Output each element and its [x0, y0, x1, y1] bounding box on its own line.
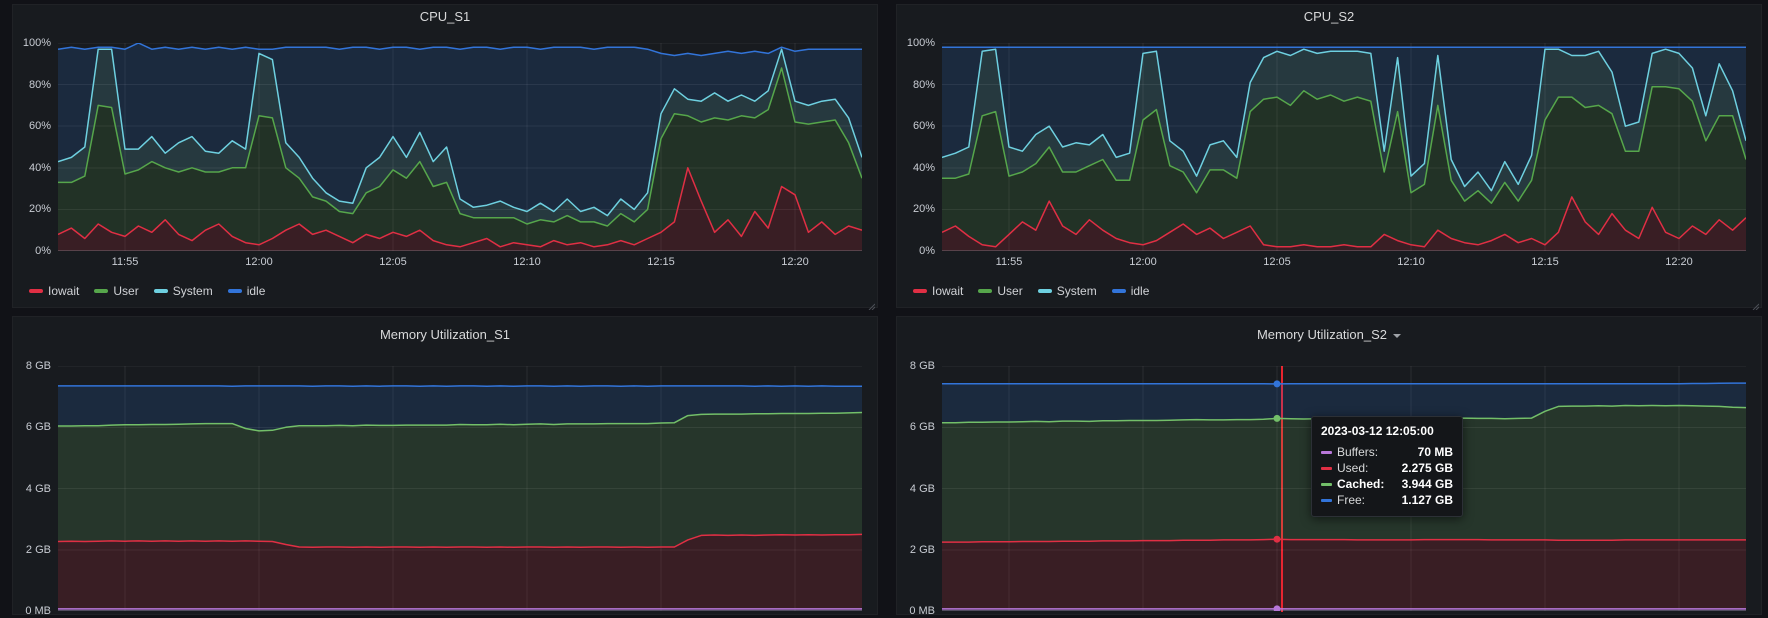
x-axis-label: 12:10: [502, 256, 552, 268]
x-axis-label: 12:00: [1118, 256, 1168, 268]
y-axis-label: 8 GB: [13, 360, 51, 373]
legend-series-swatch: [228, 289, 242, 293]
chevron-down-icon[interactable]: [1393, 334, 1401, 338]
y-axis-label: 100%: [897, 37, 935, 50]
legend-item-system[interactable]: System: [154, 284, 213, 298]
y-axis-label: 60%: [897, 120, 935, 133]
tooltip-row-free: Free: 1.127 GB: [1321, 492, 1453, 508]
tooltip-row-used: Used: 2.275 GB: [1321, 460, 1453, 476]
buffers-series-swatch: [1321, 451, 1332, 454]
panel-title-cpu-s1[interactable]: CPU_S1: [13, 9, 877, 24]
panel-memory-s2: Memory Utilization_S2 2023-03-12 12:05:0…: [896, 316, 1762, 615]
legend-item-user[interactable]: User: [978, 284, 1022, 298]
y-axis-label: 20%: [13, 203, 51, 216]
y-axis-label: 2 GB: [13, 544, 51, 557]
x-axis-label: 12:05: [1252, 256, 1302, 268]
x-axis-label: 12:05: [368, 256, 418, 268]
legend: Iowait User System idle: [29, 284, 265, 298]
y-axis-label: 2 GB: [897, 544, 935, 557]
used-series-swatch: [1321, 467, 1332, 470]
chart-cpu-s1[interactable]: [58, 43, 862, 251]
x-axis-label: 11:55: [100, 256, 150, 268]
legend-series-label: System: [1057, 284, 1097, 298]
y-axis-label: 100%: [13, 37, 51, 50]
panel-title-text: Memory Utilization_S2: [1257, 327, 1387, 342]
legend-series-label: Iowait: [48, 284, 79, 298]
panel-title-cpu-s2[interactable]: CPU_S2: [897, 9, 1761, 24]
legend-item-idle[interactable]: idle: [228, 284, 266, 298]
panel-memory-s1: Memory Utilization_S1 8 GB 6 GB 4 GB 2 GB 0 …: [12, 316, 878, 615]
legend-series-label: idle: [1131, 284, 1150, 298]
free-series-swatch: [1321, 499, 1332, 502]
panel-cpu-s2: CPU_S2 100% 80% 60% 40% 20% 0% 11:55 12:00 12:05…: [896, 4, 1762, 308]
legend-series-label: User: [113, 284, 138, 298]
chart-cpu-s2[interactable]: [942, 43, 1746, 251]
tooltip-timestamp: 2023-03-12 12:05:00: [1321, 424, 1453, 438]
legend-series-label: System: [173, 284, 213, 298]
x-axis-label: 12:20: [1654, 256, 1704, 268]
legend-series-label: User: [997, 284, 1022, 298]
y-axis-label: 6 GB: [897, 421, 935, 434]
x-axis-label: 12:10: [1386, 256, 1436, 268]
tooltip-row-buffers: Buffers: 70 MB: [1321, 444, 1453, 460]
legend-item-system[interactable]: System: [1038, 284, 1097, 298]
x-axis-label: 11:55: [984, 256, 1034, 268]
legend-item-idle[interactable]: idle: [1112, 284, 1150, 298]
panel-title-memory-s2[interactable]: Memory Utilization_S2: [897, 327, 1761, 342]
y-axis-label: 0%: [13, 245, 51, 258]
cached-series-swatch: [1321, 483, 1332, 486]
tooltip-row-cached: Cached: 3.944 GB: [1321, 476, 1453, 492]
y-axis-label: 8 GB: [897, 360, 935, 373]
y-axis-label: 0 MB: [13, 605, 51, 618]
legend-item-iowait[interactable]: Iowait: [913, 284, 963, 298]
panel-resize-handle[interactable]: [1751, 297, 1759, 305]
y-axis-label: 4 GB: [897, 483, 935, 496]
legend-series-swatch: [1112, 289, 1126, 293]
x-axis-label: 12:00: [234, 256, 284, 268]
y-axis-label: 20%: [897, 203, 935, 216]
panel-cpu-s1: CPU_S1 100% 80% 60% 40% 20% 0% 11:55 12:00 12:05…: [12, 4, 878, 308]
y-axis-label: 80%: [897, 79, 935, 92]
legend-series-swatch: [913, 289, 927, 293]
y-axis-label: 60%: [13, 120, 51, 133]
x-axis-label: 12:20: [770, 256, 820, 268]
legend-item-user[interactable]: User: [94, 284, 138, 298]
legend-series-swatch: [1038, 289, 1052, 293]
y-axis-label: 6 GB: [13, 421, 51, 434]
y-axis-label: 4 GB: [13, 483, 51, 496]
y-axis-label: 0 MB: [897, 605, 935, 618]
legend-series-label: Iowait: [932, 284, 963, 298]
x-axis-label: 12:15: [636, 256, 686, 268]
legend-series-swatch: [978, 289, 992, 293]
legend-item-iowait[interactable]: Iowait: [29, 284, 79, 298]
legend-series-label: idle: [247, 284, 266, 298]
legend-series-swatch: [154, 289, 168, 293]
panel-title-memory-s1[interactable]: Memory Utilization_S1: [13, 327, 877, 342]
legend-series-swatch: [94, 289, 108, 293]
dashboard: { "colors": { "page_bg": "#111217", "pan…: [0, 0, 1768, 615]
y-axis-label: 40%: [13, 162, 51, 175]
chart-memory-utilization-s1[interactable]: [58, 366, 862, 611]
y-axis-label: 40%: [897, 162, 935, 175]
legend: Iowait User System idle: [913, 284, 1149, 298]
graph-tooltip: 2023-03-12 12:05:00 Buffers: 70 MB Used:…: [1311, 416, 1463, 517]
panel-resize-handle[interactable]: [867, 297, 875, 305]
y-axis-label: 80%: [13, 79, 51, 92]
legend-series-swatch: [29, 289, 43, 293]
x-axis-label: 12:15: [1520, 256, 1570, 268]
y-axis-label: 0%: [897, 245, 935, 258]
